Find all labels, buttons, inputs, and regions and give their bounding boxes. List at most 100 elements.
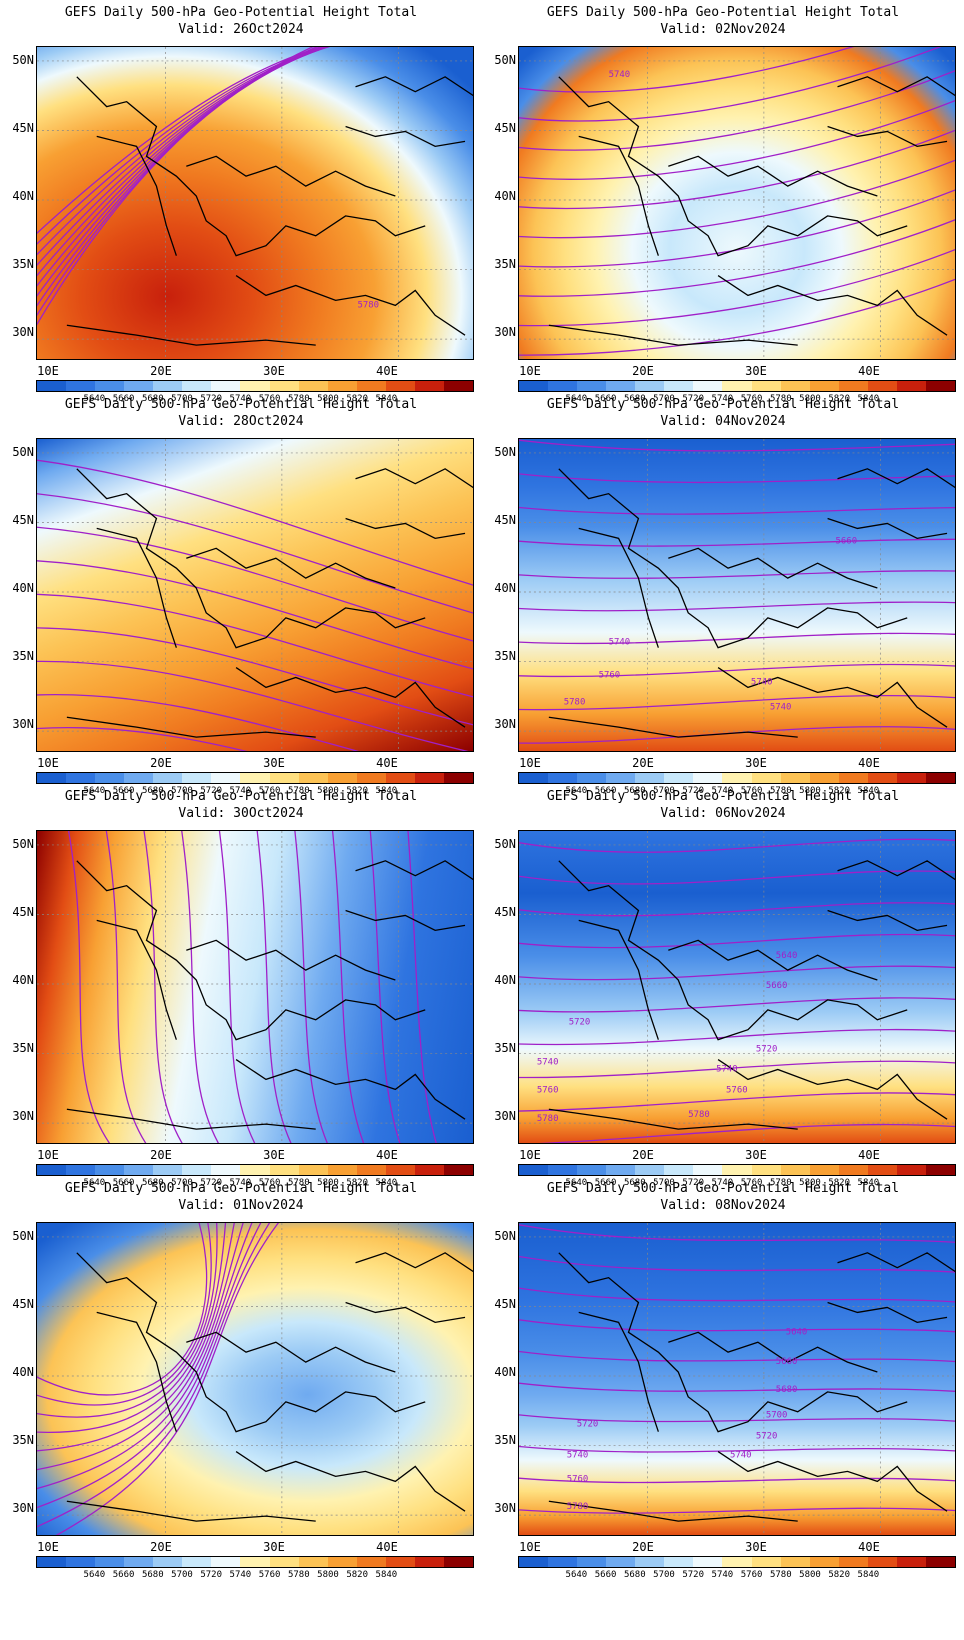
colorbar-swatch (95, 1165, 125, 1175)
height-contour (519, 189, 955, 268)
colorbar-level-label: 5700 (171, 786, 193, 796)
height-contour (519, 965, 955, 981)
lon-tick-label: 10E (519, 756, 541, 770)
lon-tick-label: 20E (632, 364, 654, 378)
colorbar-level-label: 5720 (200, 1570, 223, 1580)
lon-tick-label: 10E (37, 1540, 59, 1554)
coastline-borders (548, 468, 955, 738)
colorbar-swatch (182, 1165, 212, 1175)
height-contour (369, 831, 401, 1143)
lon-tick-label: 40E (376, 1148, 398, 1162)
colorbar-level-label: 5820 (828, 394, 851, 404)
colorbar-swatch (664, 1165, 694, 1175)
colorbar-level-label: 5640 (565, 1178, 588, 1188)
colorbar-level-label: 5840 (857, 1178, 880, 1188)
colorbar-level-label: 5740 (711, 1570, 734, 1580)
colorbar-swatch (867, 1557, 897, 1567)
colorbar-swatch (211, 773, 241, 783)
colorbar-swatch (809, 773, 839, 783)
colorbar-level-label: 5640 (83, 394, 106, 404)
colorbar-swatch (327, 381, 357, 391)
lat-tick-label: 35N (12, 1041, 34, 1055)
contour-label: 5740 (730, 1451, 752, 1461)
colorbar-swatch (211, 1557, 241, 1567)
colorbar-swatch (577, 381, 607, 391)
height-contour (37, 1223, 218, 1418)
colorbar-swatch (780, 381, 810, 391)
lon-tick-label: 30E (263, 1540, 285, 1554)
colorbar-swatch (269, 381, 299, 391)
colorbar-level-label: 5680 (141, 1178, 164, 1188)
colorbar-swatch (838, 381, 868, 391)
colorbar-swatch (124, 381, 154, 391)
height-contour (519, 1255, 955, 1273)
lon-tick-label: 40E (858, 1540, 880, 1554)
panel-title-line1: GEFS Daily 500-hPa Geo-Potential Height … (546, 397, 900, 412)
colorbar-level-label: 5760 (258, 394, 281, 404)
colorbar-swatch (548, 1557, 578, 1567)
map-panel: GEFS Daily 500-hPa Geo-Potential Height … (0, 0, 482, 410)
colorbar-swatch (240, 1557, 270, 1567)
lat-tick-label: 45N (12, 513, 34, 527)
map-overlay: 5660 5740 5740 5760 5780 5740 (519, 439, 955, 751)
height-contour (256, 831, 292, 1143)
colorbar-level-label: 5800 (317, 786, 339, 796)
colorbar-level-label: 5720 (200, 394, 223, 404)
colorbar-level-label: 5680 (623, 394, 646, 404)
colorbar-level-label: 5700 (171, 1178, 193, 1188)
colorbar (518, 1164, 956, 1176)
height-contour (519, 439, 955, 452)
colorbar-level-label: 5660 (112, 1178, 135, 1188)
height-contour (37, 1223, 253, 1490)
colorbar-level-label: 5800 (317, 1178, 339, 1188)
height-contour (37, 1223, 262, 1509)
colorbar-swatch (182, 381, 212, 391)
height-contour (218, 831, 256, 1143)
coastline-borders (548, 76, 955, 346)
height-contour (181, 831, 220, 1143)
contour-label: 5740 (537, 1058, 559, 1068)
colorbar-swatch (269, 1165, 299, 1175)
colorbar-swatch (722, 381, 752, 391)
contour-label: 5740 (609, 638, 631, 648)
colorbar-swatch (443, 1165, 473, 1175)
colorbar-level-label: 5660 (112, 786, 135, 796)
height-contour (519, 248, 955, 327)
colorbar-swatch (896, 1165, 926, 1175)
colorbar-level-label: 5780 (769, 1178, 792, 1188)
height-contour (519, 1287, 955, 1303)
contour-label: 5760 (567, 1474, 589, 1484)
lon-tick-label: 10E (519, 1148, 541, 1162)
panel-title: GEFS Daily 500-hPa Geo-Potential Height … (482, 788, 964, 822)
colorbar-swatch (327, 1557, 357, 1567)
lat-tick-label: 45N (494, 513, 516, 527)
contour-label: 5740 (716, 1064, 738, 1074)
height-contour (519, 70, 955, 151)
panel-title-line1: GEFS Daily 500-hPa Geo-Potential Height … (64, 1181, 418, 1196)
lon-tick-label: 20E (150, 1540, 172, 1554)
colorbar-swatch (124, 773, 154, 783)
colorbar (36, 380, 474, 392)
lat-tick-label: 50N (494, 53, 516, 67)
colorbar-swatch (269, 1557, 299, 1567)
lon-tick-label: 20E (632, 1148, 654, 1162)
colorbar-swatch (809, 381, 839, 391)
height-contour (37, 47, 326, 297)
colorbar-swatch (838, 1557, 868, 1567)
panel-valid-date: Valid: 30Oct2024 (178, 806, 304, 821)
contour-label: 5640 (776, 951, 798, 961)
height-contour (331, 831, 365, 1143)
contour-label: 5720 (756, 1045, 778, 1055)
height-contour (519, 601, 955, 612)
panel-valid-date: Valid: 02Nov2024 (660, 22, 786, 37)
colorbar-level-label: 5740 (711, 394, 734, 404)
colorbar-swatch (809, 1557, 839, 1567)
colorbar-swatch (664, 1557, 694, 1567)
colorbar-level-label: 5720 (200, 1178, 223, 1188)
contour-label: 5760 (537, 1085, 559, 1095)
colorbar-swatch (635, 773, 665, 783)
colorbar-level-label: 5760 (258, 786, 281, 796)
colorbar-swatch (867, 1165, 897, 1175)
colorbar-swatch (519, 381, 549, 391)
colorbar-level-label: 5840 (857, 786, 880, 796)
